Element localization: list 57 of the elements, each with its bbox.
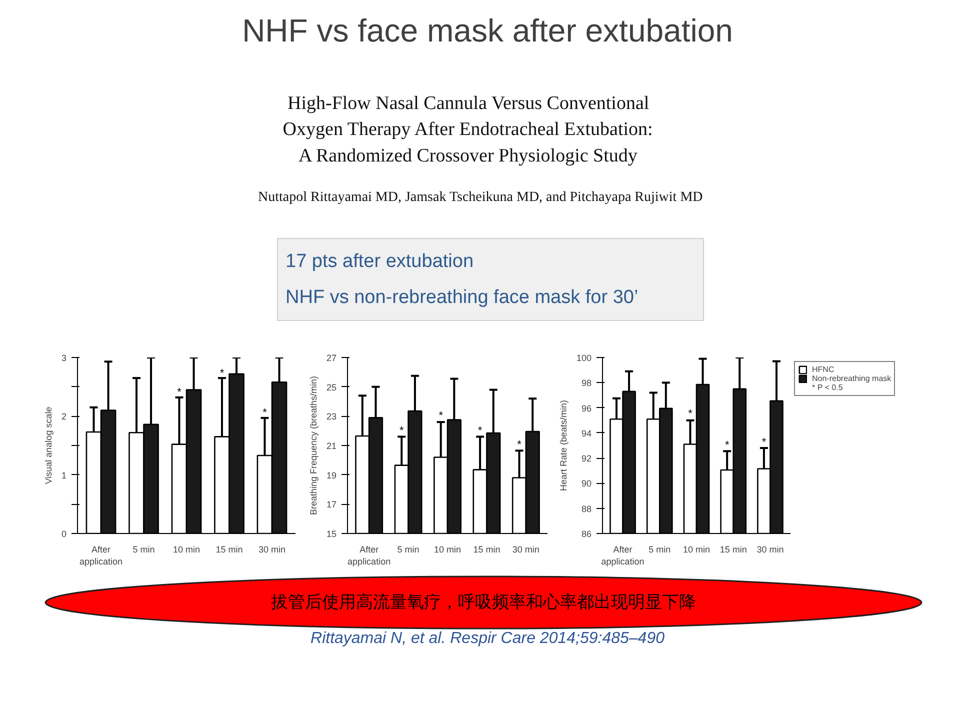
x-tick-label: 15 min (473, 544, 500, 554)
x-tick-label: 5 min (648, 544, 671, 554)
text: 拔管后使用高流量氧疗，呼吸频率和心率都出现明显下降 (271, 592, 696, 612)
y-tick-label: 94 (581, 428, 592, 438)
y-tick-label: 27 (326, 353, 337, 363)
y-tick-label: 23 (326, 412, 337, 422)
y-axis-title: Visual analog scale (43, 406, 54, 484)
annotation: * (762, 436, 767, 448)
y-tick-label: 86 (581, 529, 592, 539)
y-tick-label: 19 (326, 470, 337, 480)
y-tick-label: 92 (581, 454, 592, 464)
y-tick-label: 88 (581, 504, 592, 514)
annotation: * (177, 386, 182, 399)
text: 17 pts after extubation (286, 251, 474, 272)
x-tick-label: 10 min (172, 544, 200, 554)
y-tick-label: 98 (581, 378, 592, 388)
y-tick-label: 15 (326, 529, 337, 539)
x-tick-label: 5 min (397, 544, 420, 554)
x-tick-label: 30 min (512, 544, 540, 554)
text: NHF vs non-rebreathing face mask for 30’ (286, 287, 638, 308)
y-tick-label: 17 (326, 500, 337, 510)
text: High-Flow Nasal Cannula Versus Conventional Oxygen Therapy After Endotracheal Extubation: A Randomized Crossover Physiologic Study (282, 92, 653, 166)
y-tick-label: 0 (61, 529, 67, 539)
x-tick-label: 30 min (258, 544, 286, 554)
annotation: * (399, 424, 404, 437)
text: Nuttapol Rittayamai MD, Jamsak Tscheikuna MD, and Pitchayapa Rujiwit MD (258, 190, 703, 205)
annotation: * (517, 438, 522, 451)
x-tick-label: 15 min (720, 544, 747, 554)
annotation: * (262, 407, 268, 420)
annotation: * (478, 424, 483, 437)
text: * P < 0.5 (812, 383, 843, 392)
y-axis-title: Breathing Frequency (breaths/min) (308, 376, 318, 516)
annotation: * (220, 367, 225, 380)
y-tick-label: 100 (576, 353, 592, 363)
text: Rittayamai N, et al. Respir Care 2014;59:485–490 (310, 630, 665, 647)
legend-label: HFNC (812, 365, 834, 374)
x-tick-label: 5 min (132, 544, 155, 554)
y-tick-label: 3 (61, 353, 67, 363)
x-tick-label: After application (348, 544, 391, 566)
annotation: * (688, 408, 694, 420)
x-tick-label: 10 min (682, 544, 710, 554)
x-tick-label: 15 min (216, 544, 243, 554)
x-tick-label: 10 min (434, 544, 462, 554)
annotation: * (438, 410, 444, 422)
y-axis-title: Heart Rate (beats/min) (558, 400, 568, 492)
text: NHF vs face mask after extubation (242, 12, 733, 48)
annotation: * (724, 440, 730, 452)
y-tick-label: 96 (581, 403, 592, 414)
y-tick-label: 2 (61, 412, 67, 422)
y-tick-label: 25 (326, 382, 337, 392)
y-tick-label: 21 (326, 441, 337, 451)
x-tick-label: After application (79, 544, 123, 566)
x-tick-label: After application (601, 544, 644, 566)
y-tick-label: 1 (61, 470, 67, 480)
legend-label: Non-rebreathing mask (812, 374, 892, 383)
y-tick-label: 90 (581, 478, 592, 489)
x-tick-label: 30 min (756, 544, 784, 554)
